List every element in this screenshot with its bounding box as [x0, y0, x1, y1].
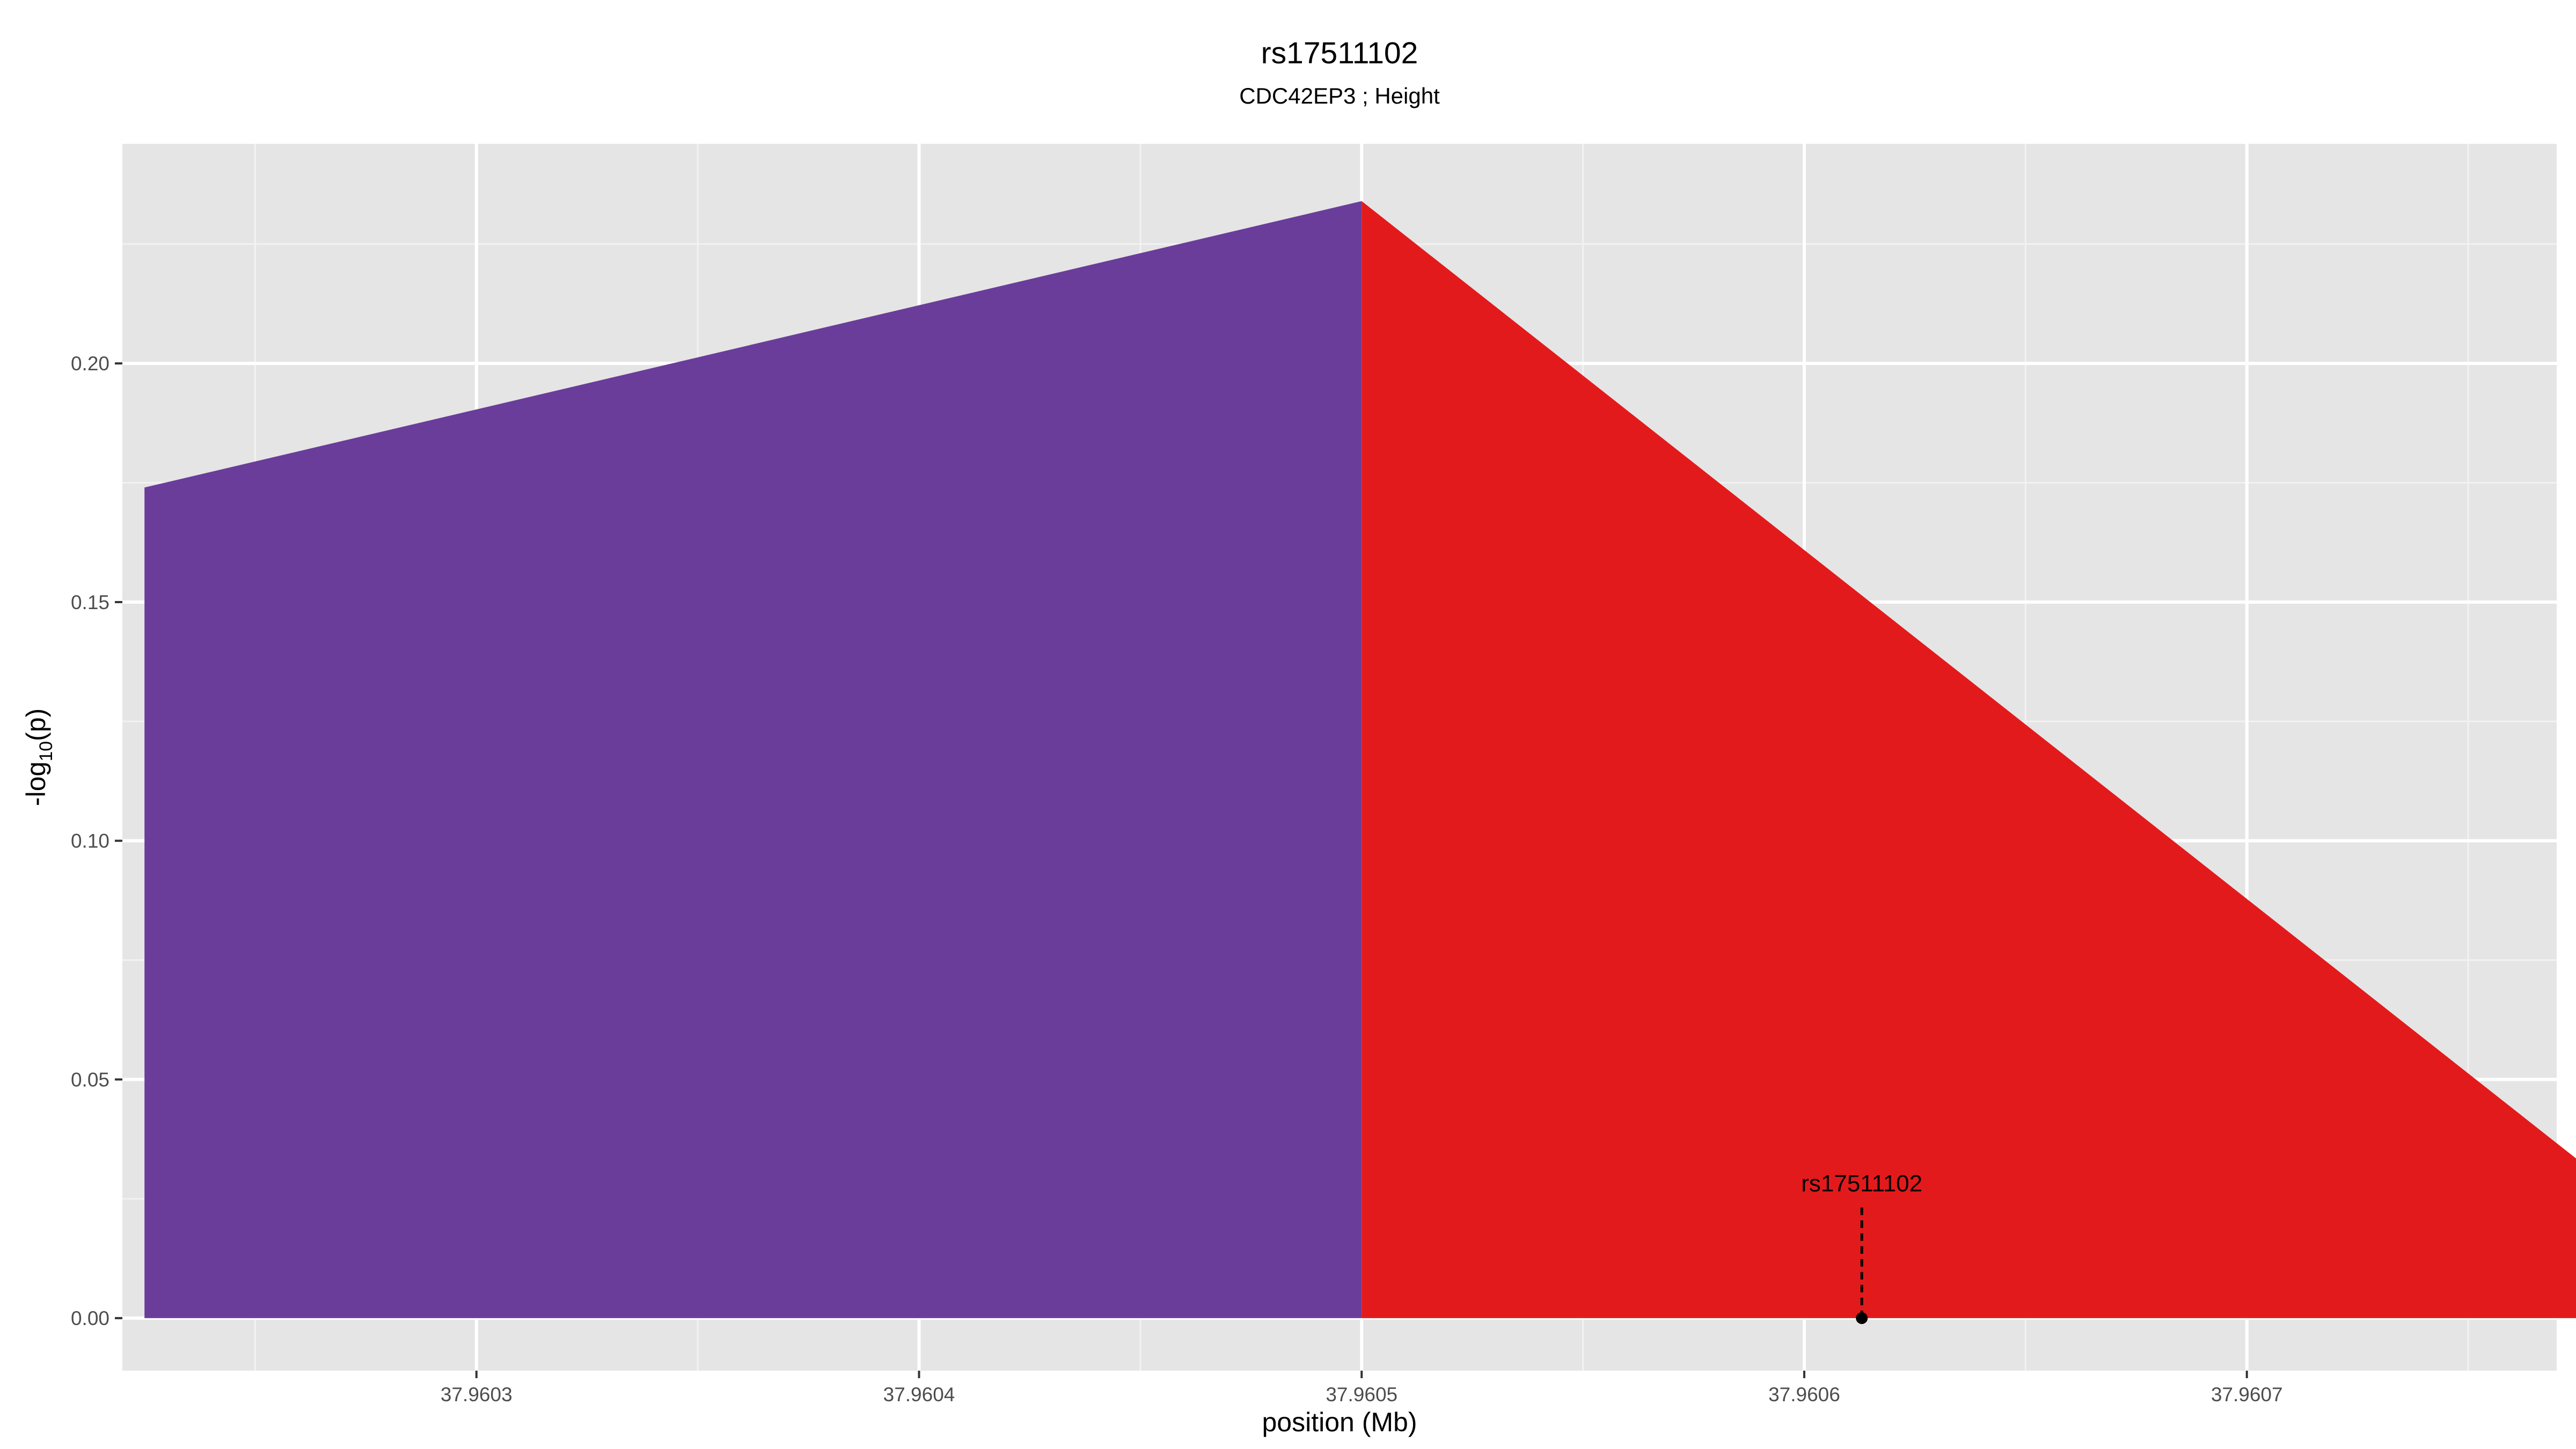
- x-axis-title: position (Mb): [1262, 1407, 1417, 1437]
- x-tick-label: 37.9607: [2211, 1384, 2283, 1406]
- x-tick-label: 37.9606: [1768, 1384, 1840, 1406]
- annotation-label: rs17511102: [1801, 1170, 1922, 1197]
- y-axis-title-suffix: (p): [21, 708, 51, 741]
- area-segment-1: [144, 201, 1362, 1319]
- y-axis: 0.00 0.05 0.10 0.15 0.20: [71, 353, 122, 1329]
- chart-subtitle: CDC42EP3 ; Height: [1239, 83, 1440, 108]
- x-tick-label: 37.9605: [1326, 1384, 1397, 1406]
- y-axis-title: -log10(p): [21, 708, 56, 806]
- x-tick-label: 37.9604: [883, 1384, 955, 1406]
- annotations: rs17511102: [1801, 1170, 1922, 1324]
- x-axis: 37.9603 37.9604 37.9605 37.9606 37.9607: [441, 1371, 2283, 1406]
- y-axis-title-prefix: -log: [21, 762, 51, 806]
- x-tick-label: 37.9603: [441, 1384, 513, 1406]
- area-segment-2: [1362, 201, 2576, 1319]
- y-tick-label: 0.15: [71, 591, 109, 613]
- area-series: [144, 201, 2576, 1319]
- annotation-point: [1856, 1312, 1868, 1324]
- y-tick-label: 0.05: [71, 1069, 109, 1091]
- y-axis-title-subscript: 10: [36, 741, 56, 762]
- y-tick-label: 0.20: [71, 353, 109, 375]
- y-tick-label: 0.00: [71, 1307, 109, 1329]
- y-tick-label: 0.10: [71, 830, 109, 852]
- chart-title: rs17511102: [1261, 36, 1418, 70]
